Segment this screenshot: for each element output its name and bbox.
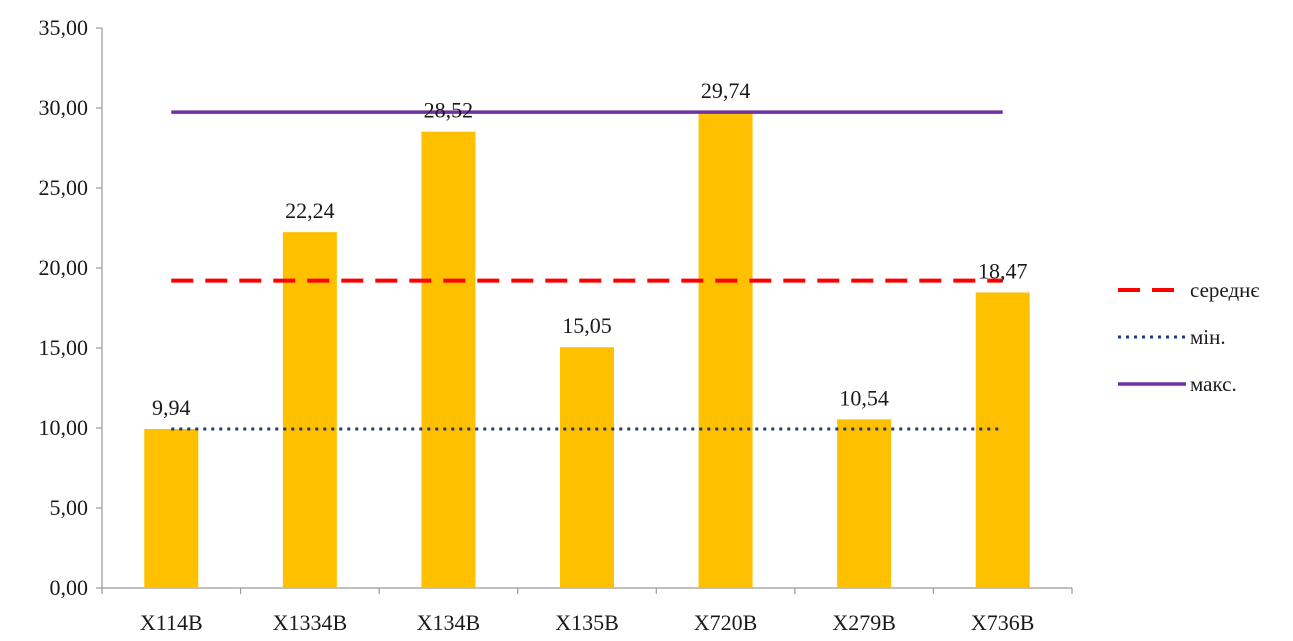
data-label: 18,47 (978, 258, 1028, 283)
bar (144, 428, 199, 588)
x-tick-label: X134B (417, 610, 481, 635)
y-tick-label: 20,00 (39, 255, 89, 280)
x-tick-label: X720B (694, 610, 758, 635)
legend: середнє мін. макс. (1118, 278, 1259, 396)
data-label: 28,52 (424, 98, 474, 123)
data-label: 15,05 (562, 313, 612, 338)
y-tick-label: 25,00 (39, 175, 89, 200)
x-tick-label: X279B (832, 610, 896, 635)
legend-label: макс. (1190, 372, 1237, 396)
x-tick-label: X135B (555, 610, 619, 635)
y-tick-label: 10,00 (39, 415, 89, 440)
x-tick-label: X736B (971, 610, 1035, 635)
legend-label: середнє (1190, 278, 1259, 302)
data-label: 10,54 (839, 385, 889, 410)
data-label: 9,94 (152, 395, 191, 420)
legend-label: мін. (1190, 325, 1226, 349)
y-tick-label: 0,00 (50, 575, 89, 600)
y-tick-label: 15,00 (39, 335, 89, 360)
x-tick-label: X1334B (273, 610, 348, 635)
y-tick-label: 5,00 (50, 495, 89, 520)
bar (560, 347, 614, 588)
bar (975, 292, 1030, 588)
data-label: 29,74 (701, 78, 751, 103)
bar (421, 131, 476, 588)
y-tick-label: 30,00 (39, 95, 89, 120)
data-label: 22,24 (285, 198, 335, 223)
axes: 0,00 5,00 10,00 15,00 20,00 25,00 30,00 35,00 X1… (39, 15, 1073, 635)
reference-lines (171, 110, 1003, 431)
y-tick-label: 35,00 (39, 15, 89, 40)
bar (282, 232, 337, 588)
bars (144, 112, 1030, 588)
bar (837, 419, 892, 588)
x-tick-label: X114B (140, 610, 203, 635)
bar (698, 112, 753, 588)
data-labels: 9,94 22,24 28,52 15,05 29,74 10,54 18,47 (152, 78, 1027, 420)
